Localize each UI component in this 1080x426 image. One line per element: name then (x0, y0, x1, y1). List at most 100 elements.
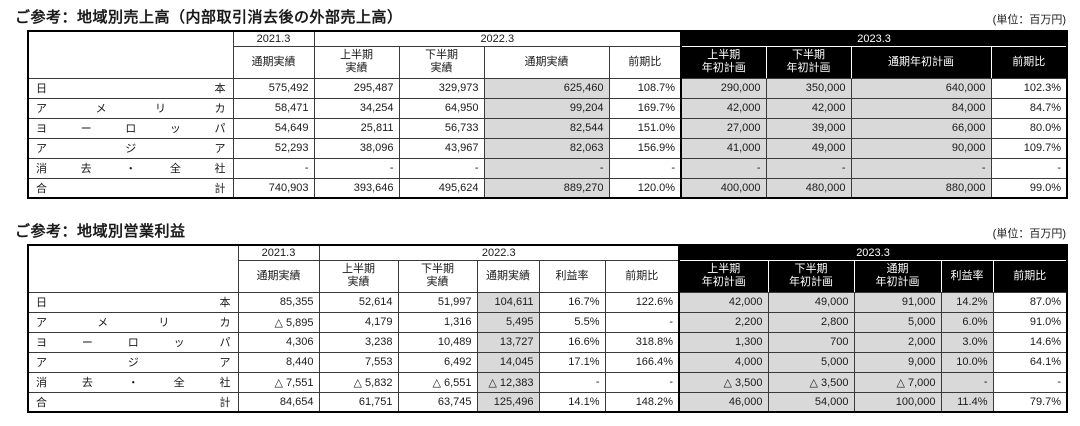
row-label-char: ヨ (36, 123, 47, 135)
row-label: 日本 (27, 77, 234, 99)
table-row: 消去・全社 - - - - - - - - - (27, 157, 1068, 179)
table-cell: 9,000 (853, 351, 942, 373)
table-cell: △ 7,551 (237, 371, 320, 393)
subheader-fy2023-h2-plan: 下半期 年初計画 (765, 45, 852, 79)
table-cell: 42,000 (680, 97, 767, 119)
table-cell: - (765, 157, 852, 179)
table-cell: △ 3,500 (678, 371, 769, 393)
table-row: 合計 84,654 61,751 63,745 125,496 14.1% 148.2% 46… (27, 391, 1068, 413)
sales-year-2023: 2023.3 (680, 30, 1068, 47)
table-cell: 63,745 (397, 391, 478, 413)
table-cell: 3,238 (318, 331, 399, 353)
table-cell: 43,967 (398, 137, 485, 159)
row-label-char: 消 (36, 163, 47, 175)
table-cell: 3.0% (940, 331, 994, 353)
table-cell: - (604, 311, 680, 333)
table-cell: 393,646 (313, 177, 400, 199)
table-cell: 2,800 (767, 311, 855, 333)
table-row: 日本 575,492 295,487 329,973 625,460 108.7% 290,… (27, 77, 1068, 99)
table-cell: △ 6,551 (397, 371, 478, 393)
row-label-char: ア (219, 357, 231, 369)
row-label-char: ア (36, 357, 47, 369)
row-label: アメリカ (27, 311, 239, 333)
sales-section-title: ご参考：地域別売上高（内部取引消去後の外部売上高） (15, 9, 403, 26)
table-cell: - (398, 157, 485, 179)
table-cell: 91.0% (992, 311, 1068, 333)
sales-title-row: ご参考：地域別売上高（内部取引消去後の外部売上高） (単位：百万円) (15, 5, 1066, 27)
table-cell: 1,300 (678, 331, 769, 353)
table-cell: 575,492 (232, 77, 315, 99)
table-cell: 120.0% (608, 177, 682, 199)
profit-title-row: ご参考：地域別営業利益 (単位：百万円) (15, 222, 1066, 241)
row-label-char: 去 (80, 163, 92, 175)
profit-subheader-row: 通期実績 上半期 実績 下半期 実績 通期実績 利益率 前期比 上半期 年初計画… (28, 259, 1068, 293)
table-cell: 10.0% (940, 351, 994, 373)
table-cell: 5,495 (476, 311, 540, 333)
sales-subheader-row: 通期実績 上半期 実績 下半期 実績 通期実績 前期比 上半期 年初計画 下半期… (28, 45, 1068, 79)
table-row: 消去・全社 △ 7,551 △ 5,832 △ 6,551 △ 12,383- - △ 3,… (27, 371, 1068, 393)
row-label-char: 本 (214, 83, 226, 95)
row-label-char: 計 (214, 182, 226, 195)
table-cell: 41,000 (680, 137, 767, 159)
table-cell: 122.6% (604, 291, 680, 313)
table-cell: 84,654 (237, 391, 320, 413)
table-cell: 6,492 (397, 351, 478, 373)
table-cell: 2,000 (853, 331, 942, 353)
subheader-fy2023-h2-plan: 下半期 年初計画 (767, 259, 855, 293)
table-cell: 80.0% (990, 117, 1068, 139)
subheader-fy2022-h1-actual: 上半期 実績 (318, 259, 399, 293)
row-label-char: ・ (125, 163, 137, 175)
profit-year-2022: 2022.3 (318, 244, 680, 261)
subheader-fy2022-margin: 利益率 (538, 259, 606, 293)
subheader-fy2021-full-year-actual: 通期実績 (237, 259, 320, 293)
sales-year-2022: 2022.3 (313, 30, 682, 47)
row-label: 合計 (27, 177, 234, 199)
row-label: 日本 (27, 291, 239, 313)
row-label: アジア (27, 351, 239, 373)
subheader-fy2023-yoy: 前期比 (990, 45, 1068, 79)
row-label-char: 日 (36, 83, 47, 95)
table-cell: 56,733 (398, 117, 485, 139)
table-cell: 4,179 (318, 311, 399, 333)
table-cell: 480,000 (765, 177, 852, 199)
table-cell: 125,496 (476, 391, 540, 413)
subheader-fy2023-margin: 利益率 (940, 259, 994, 293)
table-cell: 13,727 (476, 331, 540, 353)
table-cell: 34,254 (313, 97, 400, 119)
table-cell: △ 7,000 (853, 371, 942, 393)
table-cell: 100,000 (853, 391, 942, 413)
table-cell: 54,649 (232, 117, 315, 139)
profit-corner-cell (27, 244, 239, 293)
row-label-char: ッ (173, 337, 185, 349)
subheader-fy2022-h1-actual: 上半期 実績 (313, 45, 400, 79)
profit-year-2023: 2023.3 (677, 244, 1068, 261)
table-cell: - (990, 157, 1068, 179)
table-cell: 350,000 (765, 77, 852, 99)
table-cell: 49,000 (767, 291, 855, 313)
table-cell: 7,553 (318, 351, 399, 373)
subheader-fy2022-h2-actual: 下半期 実績 (397, 259, 478, 293)
table-cell: 8,440 (237, 351, 320, 373)
table-cell: 16.7% (538, 291, 606, 313)
table-cell: 290,000 (680, 77, 767, 99)
table-cell: 4,306 (237, 331, 320, 353)
table-cell: 25,811 (313, 117, 400, 139)
row-label-char: ジ (125, 143, 137, 155)
table-cell: 52,614 (318, 291, 399, 313)
subheader-fy2023-full-year-plan: 通期年初計画 (850, 45, 992, 79)
table-cell: 54,000 (767, 391, 855, 413)
table-cell: 61,751 (318, 391, 399, 413)
table-cell: 11.4% (940, 391, 994, 413)
sales-year-2021: 2021.3 (232, 30, 315, 47)
row-label-char: 全 (173, 377, 185, 389)
table-cell: 156.9% (608, 137, 682, 159)
row-label-char: ロ (127, 337, 139, 349)
row-label-char: パ (214, 123, 226, 135)
table-row: 日本 85,355 52,614 51,997 104,611 16.7% 122.6% 42… (27, 291, 1068, 313)
table-cell: 1,316 (397, 311, 478, 333)
table-cell: 85,355 (237, 291, 320, 313)
table-row: ヨ ー ロ ッ パ 4,306 3,238 10,489 13,727 16.6% 318.8% 1,… (27, 331, 1068, 353)
subheader-fy2023-h1-plan: 上半期 年初計画 (680, 45, 767, 79)
row-label-char: ジ (127, 357, 139, 369)
